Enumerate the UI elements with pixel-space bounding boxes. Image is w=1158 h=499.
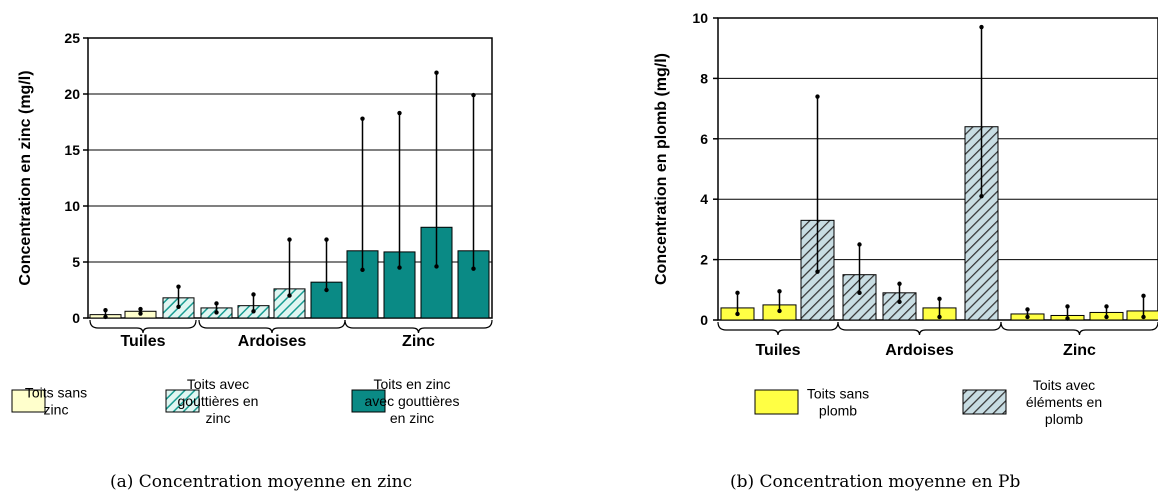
error-bar-cap [897, 281, 902, 286]
error-bar-cap [324, 237, 329, 242]
group-label: Zinc [402, 333, 435, 350]
caption-b: (b) Concentration moyenne en Pb [730, 472, 1020, 492]
error-bar-cap [176, 304, 181, 309]
error-bar-cap [1104, 304, 1109, 309]
y-tick-label: 8 [700, 70, 708, 86]
group-brace [837, 321, 1002, 336]
legend-swatch [351, 389, 386, 413]
group-brace [717, 321, 839, 336]
error-bar-cap [324, 287, 329, 293]
error-bar-cap [1025, 307, 1030, 312]
error-bar-cap [979, 193, 984, 199]
legend-swatch [165, 389, 200, 413]
error-bar-cap [138, 311, 143, 316]
error-bar-cap [1141, 314, 1146, 320]
legend-swatch [962, 389, 1007, 415]
error-bar-cap [1065, 304, 1070, 309]
legend-swatch [11, 389, 46, 413]
error-bar-cap [735, 311, 740, 317]
error-bar-cap [251, 292, 256, 297]
legend-label: Toits en zinc avec gouttières en zinc [365, 376, 460, 426]
error-bar-cap [1025, 314, 1030, 320]
error-bar-cap [979, 24, 984, 30]
error-bar-cap [735, 290, 740, 296]
error-bar-cap [360, 267, 365, 273]
error-bar-cap [360, 116, 365, 121]
group-brace [198, 319, 346, 334]
error-bar-cap [857, 242, 862, 247]
lead-concentration-chart: 0 2 4 6 8 10 Concentration en plomb (mg/l) Tuil… [653, 10, 1158, 427]
y-tick-label: 4 [700, 191, 708, 207]
error-bar-cap [857, 290, 862, 296]
y-tick-label: 0 [72, 310, 80, 326]
error-bar-cap [103, 314, 108, 320]
error-bar-cap [434, 70, 439, 75]
zinc-concentration-chart: 0 5 10 15 20 25 Concentration en zinc (mg/l) Tu… [11, 30, 493, 426]
group-label: Ardoises [885, 342, 954, 359]
group-brace [1000, 321, 1158, 336]
error-bar-cap [251, 309, 256, 314]
error-bar-cap [214, 301, 219, 306]
error-bar-cap [1065, 316, 1070, 321]
y-tick-label: 6 [700, 131, 708, 147]
group-label: Tuiles [120, 333, 165, 350]
error-bar-cap [214, 310, 219, 315]
legend-label: Toits sans zinc [25, 385, 87, 418]
legend-label: Toits avec éléments en plomb [1026, 377, 1102, 427]
y-tick-label: 10 [64, 198, 80, 214]
group-label: Tuiles [755, 342, 800, 359]
y-tick-label: 10 [692, 10, 708, 26]
error-bar-cap [471, 92, 476, 98]
group-brace [89, 319, 197, 334]
legend-label: Toits sans plomb [807, 386, 869, 419]
y-tick-label: 2 [700, 252, 708, 268]
caption-a: (a) Concentration moyenne en zinc [110, 472, 412, 492]
error-bar-cap [397, 110, 402, 116]
error-bar-cap [815, 94, 820, 99]
y-tick-label: 5 [72, 254, 80, 270]
legend-label: Toits avec gouttières en zinc [178, 376, 259, 426]
error-bar-cap [815, 269, 820, 274]
error-bar-cap [471, 266, 476, 271]
y-tick-label: 25 [64, 30, 80, 46]
y-tick-label: 0 [700, 312, 708, 328]
error-bar-cap [434, 264, 439, 269]
group-label: Ardoises [238, 333, 307, 350]
error-bar-cap [777, 308, 782, 314]
error-bar-cap [1141, 293, 1146, 299]
y-tick-label: 15 [64, 142, 80, 158]
error-bar-cap [1104, 314, 1109, 320]
error-bar-cap [777, 289, 782, 294]
error-bar-cap [397, 265, 402, 270]
bar [457, 250, 490, 319]
y-axis-label: Concentration en zinc (mg/l) [17, 70, 34, 285]
error-bar-cap [937, 296, 942, 302]
error-bar-cap [897, 299, 902, 305]
y-axis-label: Concentration en plomb (mg/l) [653, 53, 670, 285]
group-brace [344, 319, 493, 334]
error-bar-cap [138, 306, 143, 312]
error-bar-cap [176, 284, 181, 289]
error-bar-cap [287, 237, 292, 242]
error-bar-cap [287, 293, 292, 298]
plot-area [717, 17, 1158, 321]
error-bar-cap [937, 314, 942, 320]
legend-swatch [754, 389, 799, 415]
y-tick-label: 20 [64, 86, 80, 102]
error-bar-cap [103, 307, 108, 313]
group-label: Zinc [1063, 342, 1096, 359]
